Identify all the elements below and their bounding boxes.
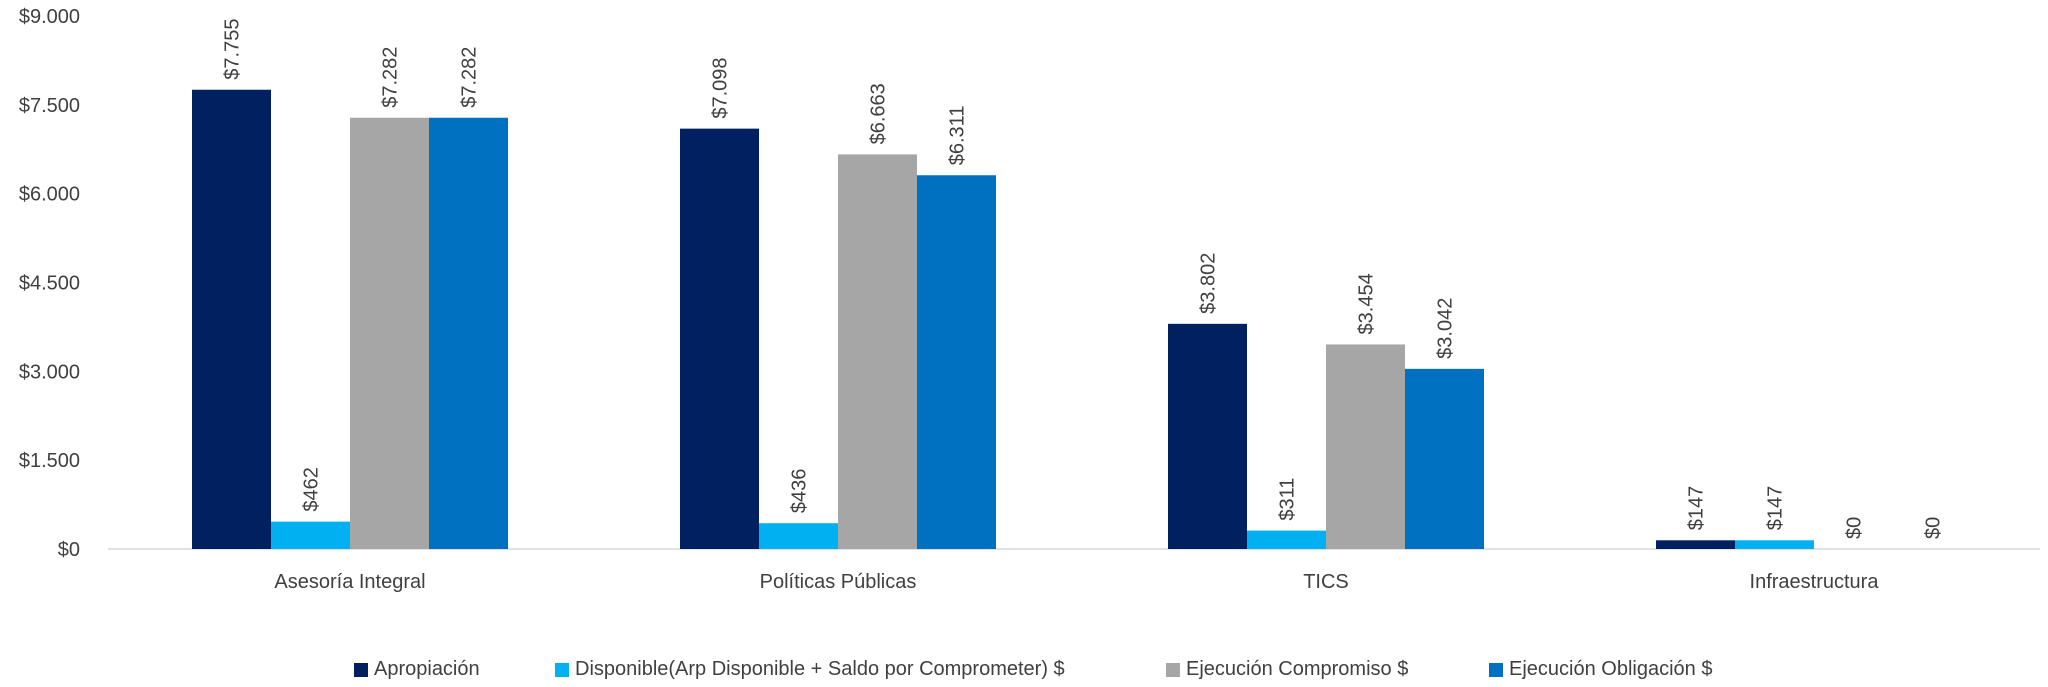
bar (1656, 540, 1735, 549)
y-tick-label: $0 (58, 539, 80, 561)
bar (1735, 540, 1814, 549)
x-category-label: Políticas Públicas (760, 571, 917, 593)
data-label: $462 (301, 467, 323, 512)
x-axis: Asesoría Integral Políticas Públicas TICS I… (274, 571, 1879, 593)
y-tick-label: $1.500 (19, 450, 80, 472)
bar (1405, 368, 1484, 549)
x-category-label: Asesoría Integral (274, 571, 425, 593)
legend-swatch (555, 662, 569, 677)
legend-label: Ejecución Compromiso $ (1186, 658, 1409, 680)
y-axis: $0 $1.500 $3.000 $4.500 $6.000 $7.500 $9.000 (19, 6, 80, 561)
bar (429, 117, 508, 549)
y-tick-label: $4.500 (19, 273, 80, 295)
data-label: $6.311 (947, 106, 969, 166)
legend-swatch (1489, 662, 1503, 677)
legend-item: Apropiación (354, 658, 480, 681)
data-label: $7.282 (380, 47, 402, 108)
x-category-label: TICS (1303, 571, 1349, 593)
y-tick-label: $6.000 (19, 184, 80, 206)
y-tick-label: $7.500 (19, 95, 80, 117)
data-label: $7.282 (459, 47, 481, 108)
legend-label: Disponible(Arp Disponible + Saldo por Co… (575, 658, 1065, 680)
bar (1168, 323, 1247, 549)
bar (759, 523, 838, 549)
data-label: $3.454 (1356, 273, 1378, 334)
bar (680, 128, 759, 549)
bar (1326, 344, 1405, 549)
data-labels: $7.755 $7.098 $3.802 $147 $462 $436 $311 $147 $7… (222, 19, 1945, 539)
bars (192, 89, 1814, 550)
data-label: $147 (1765, 486, 1787, 531)
legend-swatch (354, 662, 368, 677)
legend-label: Ejecución Obligación $ (1509, 658, 1713, 680)
legend-item: Ejecución Obligación $ (1489, 658, 1712, 681)
data-label: $147 (1686, 486, 1708, 531)
x-category-label: Infraestructura (1750, 571, 1880, 593)
legend-item: Disponible(Arp Disponible + Saldo por Co… (555, 658, 1065, 681)
data-label: $436 (789, 469, 811, 514)
y-tick-label: $9.000 (19, 6, 80, 28)
bar (838, 154, 917, 549)
legend-item: Ejecución Compromiso $ (1166, 658, 1408, 681)
legend: Apropiación Disponible(Arp Disponible + S… (0, 658, 2048, 684)
data-label: $3.802 (1198, 253, 1220, 314)
bar (1247, 530, 1326, 549)
data-label: $3.042 (1435, 298, 1457, 359)
y-tick-label: $3.000 (19, 361, 80, 383)
bar (350, 117, 429, 549)
bar (192, 89, 271, 550)
legend-swatch (1166, 662, 1180, 677)
data-label: $0 (1844, 517, 1866, 539)
legend-label: Apropiación (374, 658, 480, 680)
data-label: $7.755 (222, 19, 244, 80)
bar (271, 521, 350, 549)
data-label: $0 (1923, 517, 1945, 539)
data-label: $7.098 (710, 57, 732, 118)
bar (917, 175, 996, 550)
data-label: $6.663 (868, 83, 890, 144)
data-label: $311 (1277, 478, 1299, 521)
